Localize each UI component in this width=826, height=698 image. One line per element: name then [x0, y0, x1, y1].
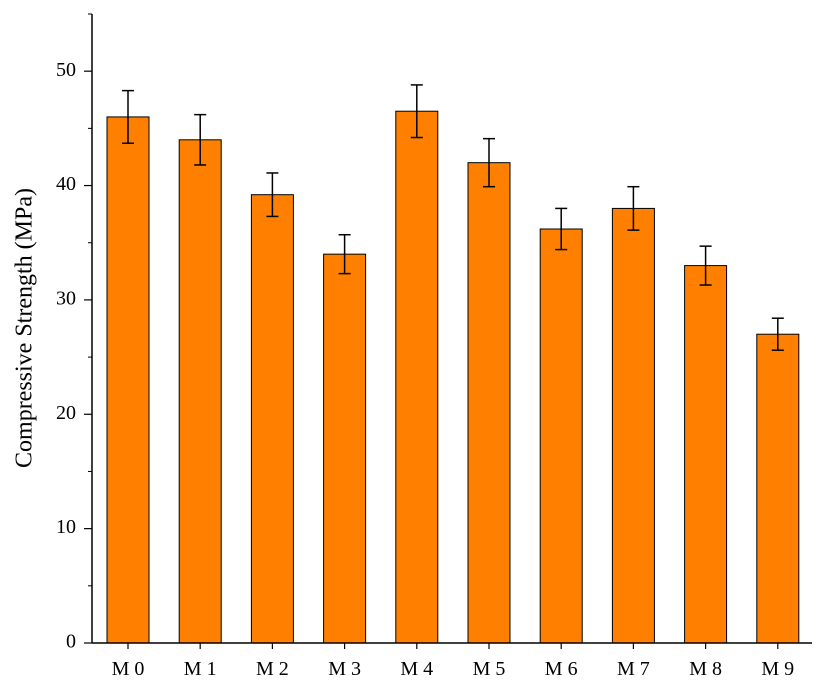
bar-m7 [611, 207, 655, 644]
x-tick-label: M 4 [400, 658, 433, 680]
x-tick-label: M 3 [328, 658, 361, 680]
x-tick-label: M 8 [689, 658, 722, 680]
bar-m0 [106, 116, 150, 644]
bars-group [106, 110, 800, 644]
bar-m9 [756, 333, 800, 644]
bar-m1 [178, 139, 222, 644]
x-tick-label: M 5 [473, 658, 506, 680]
y-tick-label: 0 [66, 631, 76, 653]
y-tick-label: 30 [56, 288, 76, 310]
bar-m5 [467, 162, 511, 644]
x-tick-label: M 0 [112, 658, 145, 680]
x-tick-label: M 7 [617, 658, 650, 680]
x-tick-label: M 1 [184, 658, 217, 680]
y-tick-label: 50 [56, 59, 76, 81]
x-tick-label: M 6 [545, 658, 578, 680]
bar-m8 [684, 265, 728, 644]
y-tick-label: 10 [56, 516, 76, 538]
y-axis-title: Compressive Strength (MPa) [12, 188, 38, 468]
y-tick-label: 20 [56, 402, 76, 424]
bar-m4 [395, 110, 439, 644]
bar-m6 [539, 228, 583, 644]
x-tick-label: M 9 [761, 658, 794, 680]
bar-m3 [323, 253, 367, 644]
bar-m2 [250, 194, 294, 644]
y-tick-label: 40 [56, 173, 76, 195]
x-tick-label: M 2 [256, 658, 289, 680]
axes-group: M 0 M 1 M 2 M 3 M 4 M 5 M 6 M 7 M 8 M 9 0 10 20 30 40 5… [56, 13, 812, 680]
error-bars-group [122, 84, 784, 351]
